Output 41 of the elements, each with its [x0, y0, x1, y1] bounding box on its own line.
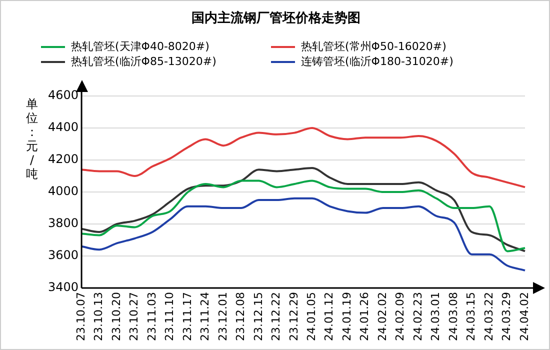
x-tick-label: 23.12.01: [216, 292, 230, 341]
legend-label: 热轧管坯(临沂Φ85-13020#): [71, 54, 216, 69]
x-tick-label: 24.04.02: [518, 292, 531, 341]
line-series: [80, 197, 526, 272]
x-tick-label: 24.03.08: [446, 292, 460, 341]
y-tick-label: 3400: [48, 280, 79, 294]
x-tick-label: 24.02.09: [394, 292, 407, 341]
x-tick-label: 23.10.13: [92, 292, 106, 341]
x-tick-label: 24.03.15: [464, 292, 478, 341]
x-tick-label: 23.10.27: [128, 292, 141, 341]
x-tick-label: 24.02.23: [411, 292, 424, 341]
x-tick-label: 24.01.05: [305, 292, 318, 341]
y-tick-label: 3800: [48, 216, 79, 230]
x-tick-label: 24.02.02: [376, 292, 389, 341]
x-tick-label: 23.12.08: [234, 292, 248, 341]
legend-label: 热轧管坯(天津Φ40-8020#): [71, 39, 210, 54]
y-tick-label: 4200: [48, 152, 79, 166]
x-tick-label: 23.10.20: [110, 292, 123, 341]
x-tick-label: 23.12.22: [270, 292, 283, 341]
line-series: [80, 127, 526, 188]
x-tick-label: 24.01.12: [322, 292, 336, 341]
x-tick-label: 23.11.17: [180, 292, 194, 341]
x-tick-label: 24.03.22: [482, 292, 496, 341]
legend-label: 热轧管坯(常州Φ50-16020#): [301, 39, 446, 54]
y-tick-label: 4600: [48, 88, 79, 102]
y-tick-label: 3600: [48, 248, 79, 262]
y-tick-label: 4000: [48, 184, 79, 198]
x-tick-label: 24.03.29: [500, 292, 514, 341]
x-tick-label: 23.11.03: [145, 292, 158, 341]
y-axis-title: 单位：元/吨: [25, 97, 39, 181]
x-tick-label: 24.03.01: [429, 292, 442, 341]
x-tick-label: 23.12.15: [252, 292, 265, 341]
x-tick-label: 23.10.07: [74, 292, 88, 341]
y-tick-label: 4400: [48, 120, 79, 134]
x-tick-label: 24.01.19: [340, 292, 354, 341]
x-tick-label: 23.11.10: [163, 292, 176, 341]
x-tick-label: 23.11.24: [198, 292, 212, 341]
chart-title: 国内主流钢厂管坯价格走势图: [190, 10, 362, 27]
x-tick-label: 23.12.29: [287, 292, 300, 341]
legend-label: 连铸管坯(临沂Φ180-31020#): [301, 54, 454, 69]
x-tick-label: 24.01.26: [358, 292, 372, 341]
